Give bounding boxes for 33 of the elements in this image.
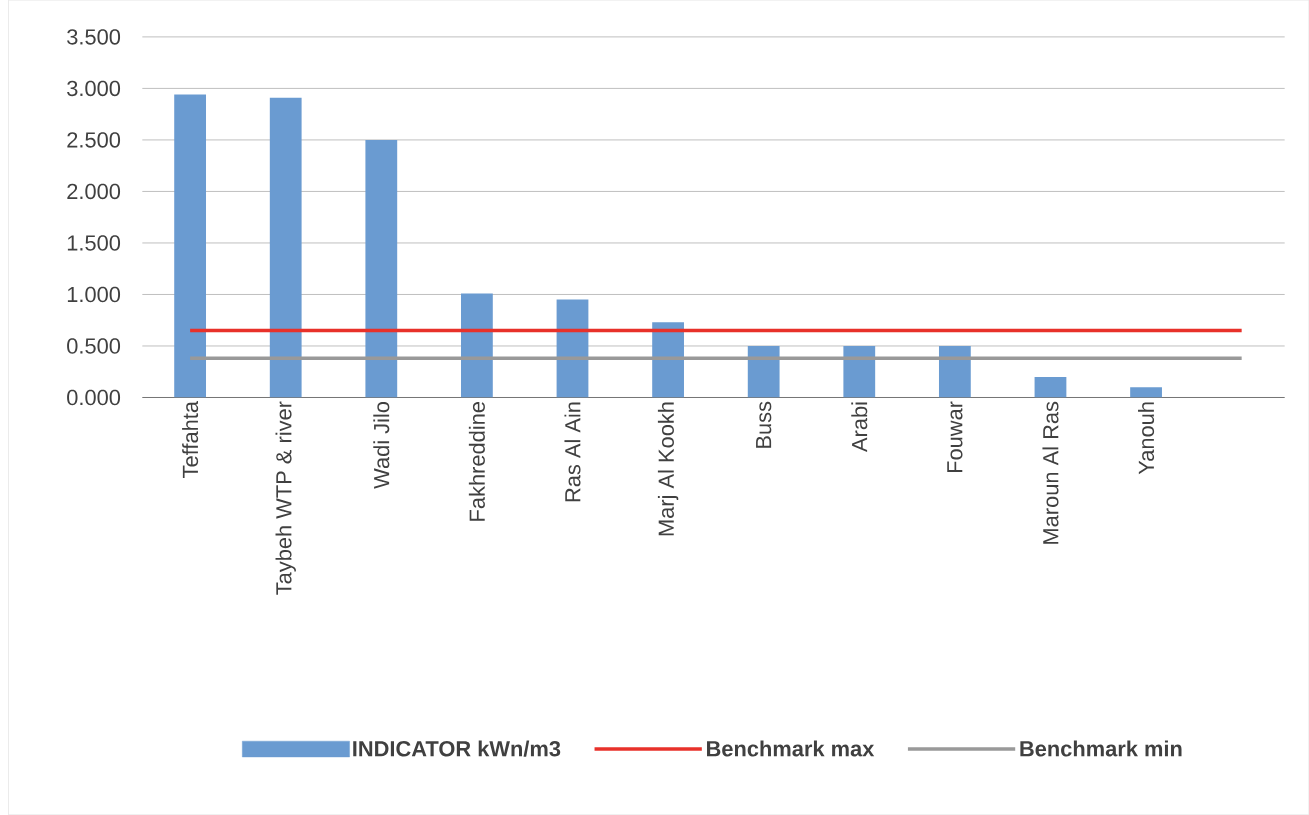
x-tick-label: Yanouh (1138, 402, 1155, 475)
x-tick-label: Fakhreddine (468, 402, 485, 521)
bar (461, 293, 493, 398)
y-tick-label: 3.500 (67, 29, 121, 45)
bar (365, 139, 398, 398)
y-tick-label: 1.000 (67, 286, 121, 303)
legend-label: Benchmark max (707, 740, 875, 757)
bar (1130, 387, 1162, 398)
x-tick-label: Fouwar (947, 401, 963, 473)
bar (747, 346, 780, 398)
bar (652, 322, 684, 398)
bar (1034, 376, 1067, 398)
y-tick-label: 2.500 (67, 132, 121, 148)
x-tick-label: Teffahta (182, 401, 199, 478)
x-tick-label: Ras Al Ain (564, 402, 581, 502)
y-tick-label: 0.000 (67, 389, 121, 406)
y-tick-label: 2.000 (67, 183, 121, 200)
legend-label: Benchmark min (1020, 740, 1182, 757)
y-tick-label: 3.000 (67, 80, 121, 97)
x-tick-label: Wadi Jilo (373, 401, 390, 489)
bar (269, 97, 302, 398)
x-tick-label: Buss (756, 401, 772, 448)
bar (174, 94, 207, 398)
y-tick-label: 1.500 (67, 235, 121, 251)
bar (843, 346, 876, 398)
x-tick-label: Taybeh WTP & river (275, 401, 296, 595)
y-tick-label: 0.500 (67, 338, 121, 354)
x-tick-label: Marj Al Kookh (657, 402, 679, 536)
x-tick-label: Maroun Al Ras (1042, 401, 1059, 544)
bar (938, 346, 971, 398)
x-tick-label: Arabi (851, 402, 868, 452)
bar (556, 299, 589, 398)
legend-label: INDICATOR kWn/m3 (353, 740, 561, 757)
